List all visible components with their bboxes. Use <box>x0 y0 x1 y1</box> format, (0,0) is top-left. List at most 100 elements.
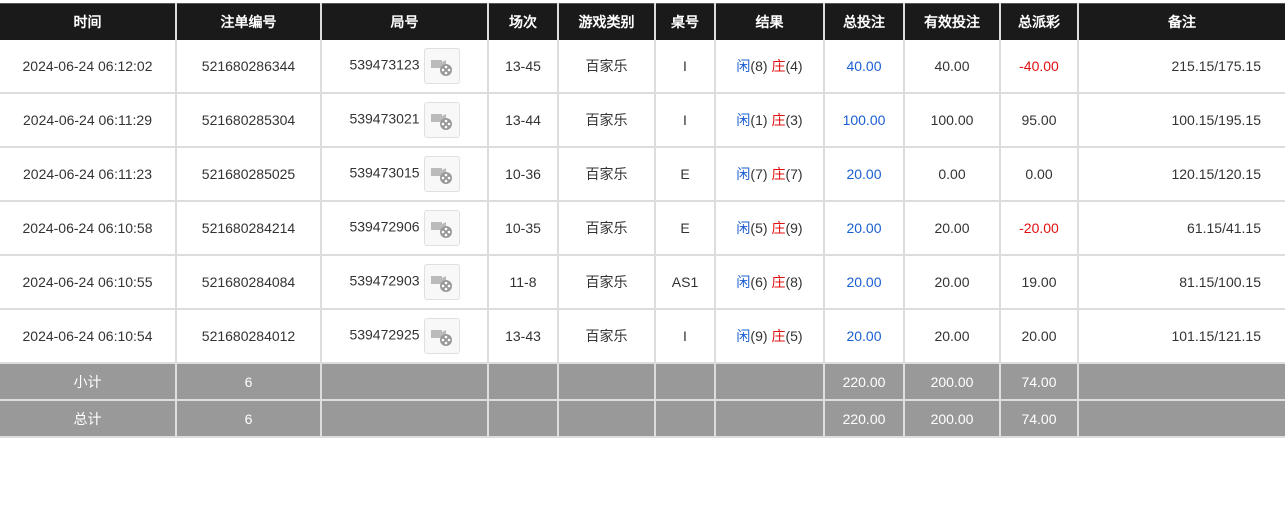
video-replay-icon[interactable] <box>423 264 460 300</box>
header-row: 时间 注单编号 局号 场次 游戏类别 桌号 结果 总投注 有效投注 总派彩 备注 <box>0 3 1285 40</box>
banker-score: (9) <box>785 220 803 236</box>
video-replay-icon[interactable] <box>423 102 460 138</box>
player-score: (5) <box>750 220 768 236</box>
summary-valid-bet: 200.00 <box>904 400 1001 438</box>
player-score: (1) <box>750 112 768 128</box>
time-cell: 2024-06-24 06:11:23 <box>0 147 177 202</box>
result-cell: 闲(6) 庄(8) <box>715 255 825 310</box>
valid-bet-cell: 0.00 <box>904 147 1001 202</box>
total-bet-cell: 20.00 <box>824 309 905 364</box>
game-type-cell: 百家乐 <box>558 93 656 148</box>
video-replay-icon[interactable] <box>423 210 460 246</box>
player-score: (8) <box>750 58 768 74</box>
game-type-cell: 百家乐 <box>558 201 656 256</box>
total-bet-cell: 20.00 <box>824 201 905 256</box>
banker-label: 庄 <box>771 220 786 236</box>
time-cell: 2024-06-24 06:10:58 <box>0 201 177 256</box>
summary-total-bet: 220.00 <box>824 363 905 401</box>
total-bet-cell: 40.00 <box>824 40 905 94</box>
video-replay-icon[interactable] <box>423 48 460 84</box>
table-row: 2024-06-24 06:10:58 521680284214 539472906… <box>0 201 1285 256</box>
summary-valid-bet: 200.00 <box>904 363 1001 401</box>
banker-label: 庄 <box>771 328 786 344</box>
header-round-no: 局号 <box>321 3 489 40</box>
video-replay-icon[interactable] <box>423 318 460 354</box>
session-cell: 11-8 <box>488 255 559 310</box>
empty-cell <box>1078 400 1285 438</box>
session-cell: 13-43 <box>488 309 559 364</box>
payout-cell: 20.00 <box>1000 309 1079 364</box>
banker-label: 庄 <box>771 58 786 74</box>
remark-cell: 120.15/120.15 <box>1078 147 1285 202</box>
banker-score: (4) <box>785 58 803 74</box>
header-session: 场次 <box>488 3 559 40</box>
round-no-cell: 539472925 <box>321 309 489 364</box>
banker-score: (3) <box>785 112 803 128</box>
player-label: 闲 <box>736 58 751 74</box>
remark-cell: 100.15/195.15 <box>1078 93 1285 148</box>
result-cell: 闲(1) 庄(3) <box>715 93 825 148</box>
summary-payout: 74.00 <box>1000 400 1079 438</box>
payout-cell: 0.00 <box>1000 147 1079 202</box>
valid-bet-cell: 20.00 <box>904 309 1001 364</box>
result-cell: 闲(5) 庄(9) <box>715 201 825 256</box>
video-replay-icon[interactable] <box>423 156 460 192</box>
total-bet-cell: 20.00 <box>824 255 905 310</box>
table-no-cell: AS1 <box>655 255 716 310</box>
valid-bet-cell: 20.00 <box>904 201 1001 256</box>
header-result: 结果 <box>715 3 825 40</box>
player-label: 闲 <box>736 274 751 290</box>
empty-cell <box>715 400 825 438</box>
empty-cell <box>558 363 656 401</box>
player-score: (9) <box>750 328 768 344</box>
round-no: 539473021 <box>349 110 420 127</box>
result-cell: 闲(9) 庄(5) <box>715 309 825 364</box>
round-no-cell: 539473123 <box>321 40 489 94</box>
game-type-cell: 百家乐 <box>558 309 656 364</box>
time-cell: 2024-06-24 06:10:55 <box>0 255 177 310</box>
table-row: 2024-06-24 06:10:54 521680284012 539472925… <box>0 309 1285 364</box>
header-valid-bet: 有效投注 <box>904 3 1001 40</box>
table-row: 2024-06-24 06:12:02 521680286344 539473123… <box>0 40 1285 94</box>
game-type-cell: 百家乐 <box>558 40 656 94</box>
player-score: (7) <box>750 166 768 182</box>
round-no: 539472925 <box>349 326 420 343</box>
player-label: 闲 <box>736 220 751 236</box>
table-no-cell: E <box>655 201 716 256</box>
order-no-cell: 521680285025 <box>176 147 322 202</box>
summary-label: 总计 <box>0 400 177 438</box>
banker-label: 庄 <box>771 274 786 290</box>
result-cell: 闲(7) 庄(7) <box>715 147 825 202</box>
player-label: 闲 <box>736 328 751 344</box>
payout-cell: -40.00 <box>1000 40 1079 94</box>
empty-cell <box>321 363 489 401</box>
summary-count: 6 <box>176 363 322 401</box>
empty-cell <box>655 400 716 438</box>
round-no: 539473123 <box>349 56 420 73</box>
round-no-cell: 539473015 <box>321 147 489 202</box>
empty-cell <box>488 400 559 438</box>
banker-score: (7) <box>785 166 803 182</box>
summary-payout: 74.00 <box>1000 363 1079 401</box>
player-label: 闲 <box>736 112 751 128</box>
table-no-cell: I <box>655 309 716 364</box>
remark-cell: 215.15/175.15 <box>1078 40 1285 94</box>
order-no-cell: 521680286344 <box>176 40 322 94</box>
valid-bet-cell: 20.00 <box>904 255 1001 310</box>
empty-cell <box>715 363 825 401</box>
empty-cell <box>558 400 656 438</box>
subtotal-row: 小计 6 220.00 200.00 74.00 <box>0 363 1285 401</box>
order-no-cell: 521680284214 <box>176 201 322 256</box>
result-cell: 闲(8) 庄(4) <box>715 40 825 94</box>
empty-cell <box>655 363 716 401</box>
time-cell: 2024-06-24 06:12:02 <box>0 40 177 94</box>
remark-cell: 61.15/41.15 <box>1078 201 1285 256</box>
bet-records-table: 时间 注单编号 局号 场次 游戏类别 桌号 结果 总投注 有效投注 总派彩 备注 2024-06-2… <box>0 3 1285 438</box>
banker-label: 庄 <box>771 166 786 182</box>
round-no: 539472903 <box>349 272 420 289</box>
table-no-cell: I <box>655 40 716 94</box>
player-score: (6) <box>750 274 768 290</box>
payout-cell: 95.00 <box>1000 93 1079 148</box>
session-cell: 10-36 <box>488 147 559 202</box>
empty-cell <box>1078 363 1285 401</box>
